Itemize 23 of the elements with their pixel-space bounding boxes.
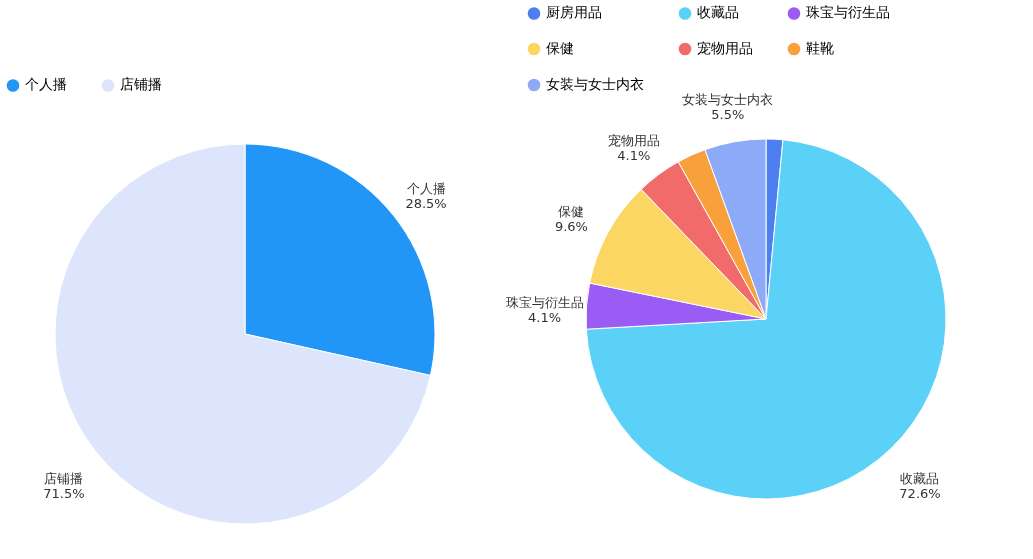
data-label: 4.1% xyxy=(617,147,651,163)
slice-label: 保健 xyxy=(558,204,585,220)
legend-label: 个人播 xyxy=(25,76,67,93)
slice-label: 店铺播 xyxy=(44,471,84,487)
slice-label: 收藏品 xyxy=(900,470,940,486)
legend-label: 保健 xyxy=(546,40,574,56)
legend-label: 珠宝与衍生品 xyxy=(806,4,890,21)
legend-label: 厨房用品 xyxy=(546,4,602,21)
legend-label: 宠物用品 xyxy=(697,40,753,56)
slice-label: 女装与女士内衣 xyxy=(682,92,774,108)
data-label: 5.5% xyxy=(711,107,745,123)
slice-label: 个人播 xyxy=(406,180,446,196)
data-label: 28.5% xyxy=(405,195,447,211)
data-label: 4.1% xyxy=(528,309,562,325)
slice-label: 宠物用品 xyxy=(607,132,660,148)
slice-label: 珠宝与衍生品 xyxy=(505,294,584,310)
legend-label: 店铺播 xyxy=(120,76,162,93)
data-label: 72.6% xyxy=(899,485,941,501)
legend-label: 鞋靴 xyxy=(806,40,834,56)
legend-label: 女装与女士内衣 xyxy=(546,76,644,92)
data-label: 9.6% xyxy=(554,219,588,235)
data-label: 71.5% xyxy=(43,486,85,502)
legend-label: 收藏品 xyxy=(697,4,739,21)
